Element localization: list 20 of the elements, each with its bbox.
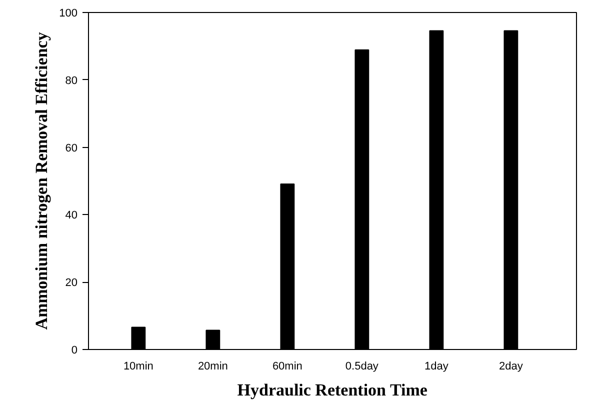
y-tick-label: 100 bbox=[59, 8, 78, 20]
y-tick-label: 80 bbox=[65, 74, 78, 87]
y-tick-label: 0 bbox=[71, 344, 78, 356]
bar bbox=[131, 326, 146, 350]
bar bbox=[206, 330, 220, 350]
y-tick-label: 40 bbox=[65, 210, 78, 222]
bar bbox=[504, 30, 518, 350]
x-tick-label: 2day bbox=[499, 360, 524, 372]
x-tick-label: 1day bbox=[424, 360, 449, 372]
y-tick-label: 60 bbox=[65, 142, 78, 154]
x-tick-label: 10min bbox=[123, 360, 154, 372]
bar bbox=[280, 184, 295, 350]
x-tick-label: 60min bbox=[272, 360, 302, 372]
x-tick-label: 0.5day bbox=[345, 360, 379, 372]
y-axis-title: Ammonium nitrogen Removal Efficiency bbox=[32, 32, 52, 330]
x-axis-title: Hydraulic Retention Time bbox=[237, 380, 428, 400]
bar bbox=[354, 49, 370, 350]
bar bbox=[429, 30, 444, 350]
x-tick-label: 20min bbox=[198, 360, 228, 372]
y-tick-label: 20 bbox=[65, 277, 78, 290]
